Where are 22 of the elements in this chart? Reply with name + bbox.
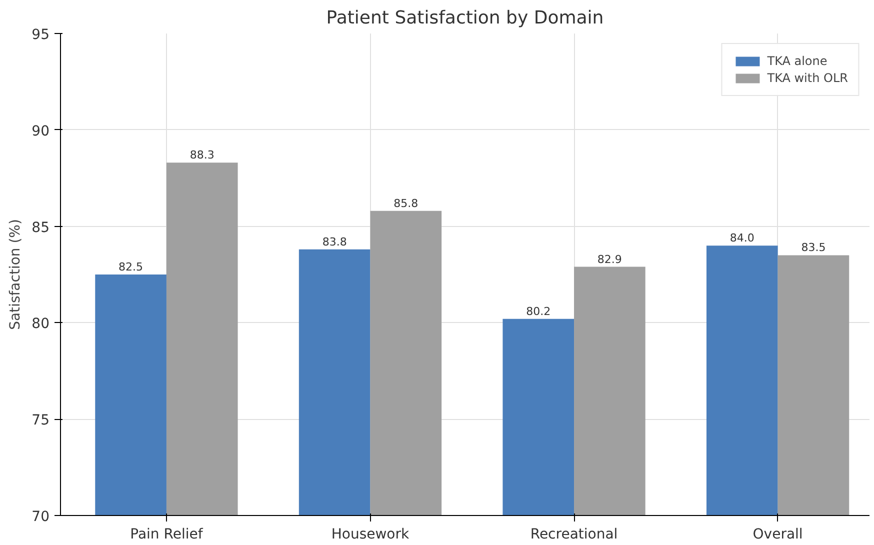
data-label: 83.8 xyxy=(322,235,347,248)
x-tick-label: Housework xyxy=(331,526,410,542)
data-label: 82.9 xyxy=(597,252,622,266)
x-tick-label: Pain Relief xyxy=(130,526,204,542)
data-label: 88.3 xyxy=(190,148,214,162)
y-tick-label: 75 xyxy=(32,412,50,429)
y-tick-label: 70 xyxy=(32,509,50,525)
data-label: 80.2 xyxy=(526,304,551,318)
y-tick-label: 95 xyxy=(32,27,50,43)
y-tick-label: 85 xyxy=(32,220,50,236)
x-tick-label: Recreational xyxy=(530,526,618,542)
legend-label: TKA alone xyxy=(767,54,828,68)
y-axis-title: Satisfaction (%) xyxy=(8,219,24,330)
chart-title: Patient Satisfaction by Domain xyxy=(326,8,604,28)
x-tick-label: Overall xyxy=(752,526,803,542)
y-tick-label: 90 xyxy=(32,123,50,140)
legend-label: TKA with OLR xyxy=(767,71,848,85)
data-label: 84.0 xyxy=(730,232,754,245)
data-label: 82.5 xyxy=(118,260,144,274)
data-label: 83.5 xyxy=(801,241,826,254)
data-label: 85.8 xyxy=(394,196,418,210)
y-tick-label: 80 xyxy=(32,316,50,332)
